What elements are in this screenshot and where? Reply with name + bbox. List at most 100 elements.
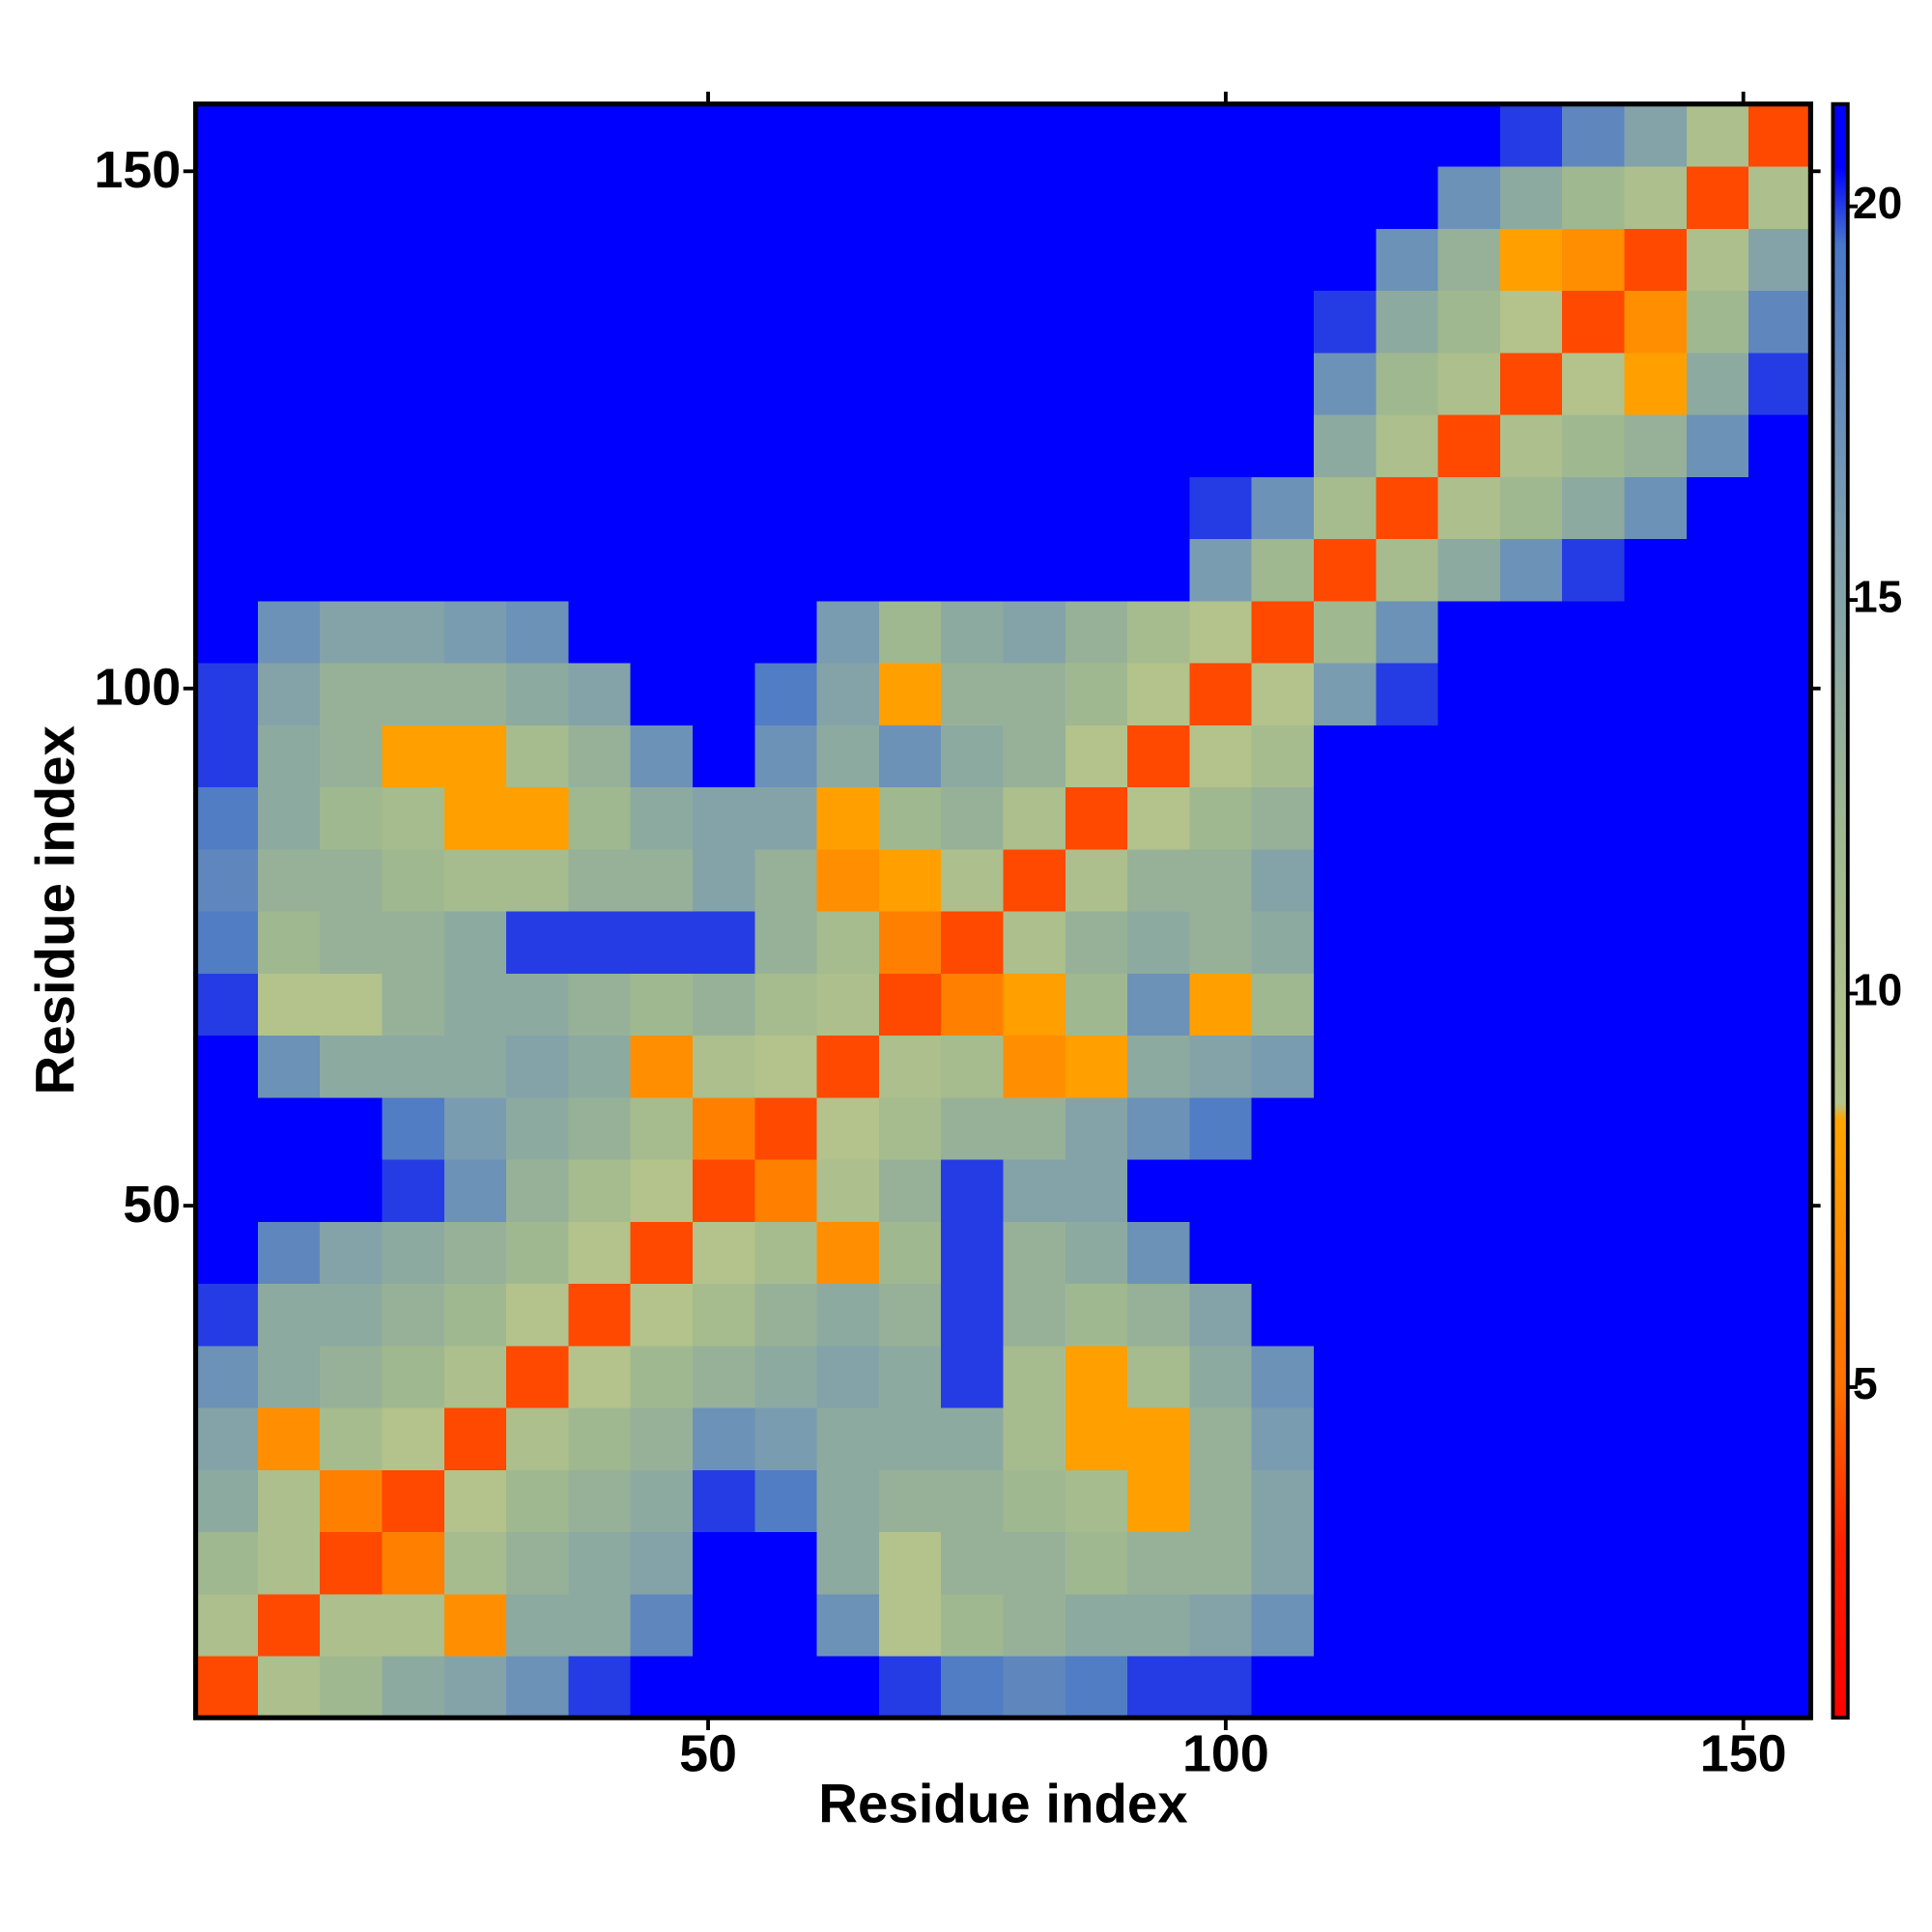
heatmap-cell [443,413,507,477]
heatmap-cell [320,290,384,354]
heatmap-cell [1065,103,1128,167]
heatmap-cell [630,103,694,167]
heatmap-cell [692,600,756,664]
heatmap-cell [1748,103,1812,167]
heatmap-cell [257,1345,321,1408]
heatmap-cell [1189,1531,1253,1595]
heatmap-cell [754,1221,818,1285]
heatmap-cell [1376,1593,1439,1657]
heatmap-cell [816,1283,880,1347]
heatmap-cell [1189,228,1253,292]
heatmap-cell [1189,724,1253,788]
heatmap-cell [1748,1096,1812,1160]
heatmap-cell [1562,165,1626,229]
heatmap-cell [443,1469,507,1533]
heatmap-cell [1376,1406,1439,1470]
heatmap-cell [568,1283,632,1347]
heatmap-cell [568,848,632,912]
heatmap-cell [1376,1531,1439,1595]
heatmap-cell [195,910,259,974]
heatmap-cell [1686,1221,1749,1285]
heatmap-cell [506,476,570,540]
heatmap-cell [1003,228,1066,292]
heatmap-cell [630,1593,694,1657]
heatmap-cell [1313,228,1378,292]
heatmap-cell [1127,1158,1191,1222]
heatmap-cell [1499,538,1563,602]
heatmap-cell [1624,228,1688,292]
heatmap-cell [941,848,1005,912]
heatmap-cell [1003,103,1066,167]
heatmap-cell [1499,165,1563,229]
heatmap-cell [1003,1283,1066,1347]
heatmap-cell [1437,973,1501,1037]
heatmap-cell [1748,413,1812,477]
heatmap-cell [1065,848,1128,912]
plot-frame [193,101,1813,1720]
heatmap-cell [754,165,818,229]
heatmap-cell [1189,290,1253,354]
heatmap-cell [941,1283,1005,1347]
heatmap-cell [1624,1221,1688,1285]
heatmap-cell [1562,662,1626,725]
heatmap-cell [1624,352,1688,415]
heatmap-cell [1003,538,1066,602]
heatmap-cell [568,1096,632,1160]
heatmap-cell [1748,290,1812,354]
heatmap-cell [1376,413,1439,477]
heatmap-cell [1003,165,1066,229]
heatmap-cell [941,1158,1005,1222]
heatmap-cell [1313,165,1378,229]
heatmap-cell [1624,1283,1688,1347]
heatmap-cell [816,290,880,354]
heatmap-cell [1499,228,1563,292]
heatmap-cell [1562,476,1626,540]
heatmap-cell [1686,1345,1749,1408]
heatmap-cell [1376,786,1439,850]
heatmap-cell [1251,413,1315,477]
heatmap-cell [1003,600,1066,664]
heatmap-cell [195,1406,259,1470]
heatmap-cell [320,1158,384,1222]
heatmap-cell [941,1406,1005,1470]
heatmap-cell [506,1406,570,1470]
heatmap-cell [941,352,1005,415]
heatmap-cell [506,600,570,664]
heatmap-cell [1003,1158,1066,1222]
heatmap-cell [1748,1531,1812,1595]
heatmap-cell [1499,848,1563,912]
heatmap-cell [630,290,694,354]
heatmap-cell [692,1345,756,1408]
heatmap-cell [754,662,818,725]
heatmap-cell [754,600,818,664]
heatmap-cell [1127,848,1191,912]
heatmap-cell [692,848,756,912]
heatmap-cell [630,1655,694,1719]
heatmap-cell [692,103,756,167]
heatmap-cell [1624,1655,1688,1719]
heatmap-cell [1376,1221,1439,1285]
heatmap-cell [1499,1469,1563,1533]
heatmap-cell [382,1096,445,1160]
heatmap-cell [1313,103,1378,167]
heatmap-cell [1624,662,1688,725]
heatmap-cell [443,1096,507,1160]
heatmap-cell [630,662,694,725]
heatmap-cell [1376,973,1439,1037]
heatmap-cell [1686,103,1749,167]
heatmap-cell [195,848,259,912]
heatmap-cell [1748,662,1812,725]
heatmap-cell [754,1345,818,1408]
heatmap-cell [754,476,818,540]
heatmap-cell [878,724,942,788]
heatmap-cell [816,1345,880,1408]
heatmap-cell [754,910,818,974]
heatmap-cell [1251,1158,1315,1222]
heatmap-cell [1251,1406,1315,1470]
heatmap-cell [1189,538,1253,602]
heatmap-cell [816,103,880,167]
heatmap-cell [1251,290,1315,354]
heatmap-cell [754,1531,818,1595]
heatmap-cell [1313,538,1378,602]
heatmap-cell [1624,413,1688,477]
